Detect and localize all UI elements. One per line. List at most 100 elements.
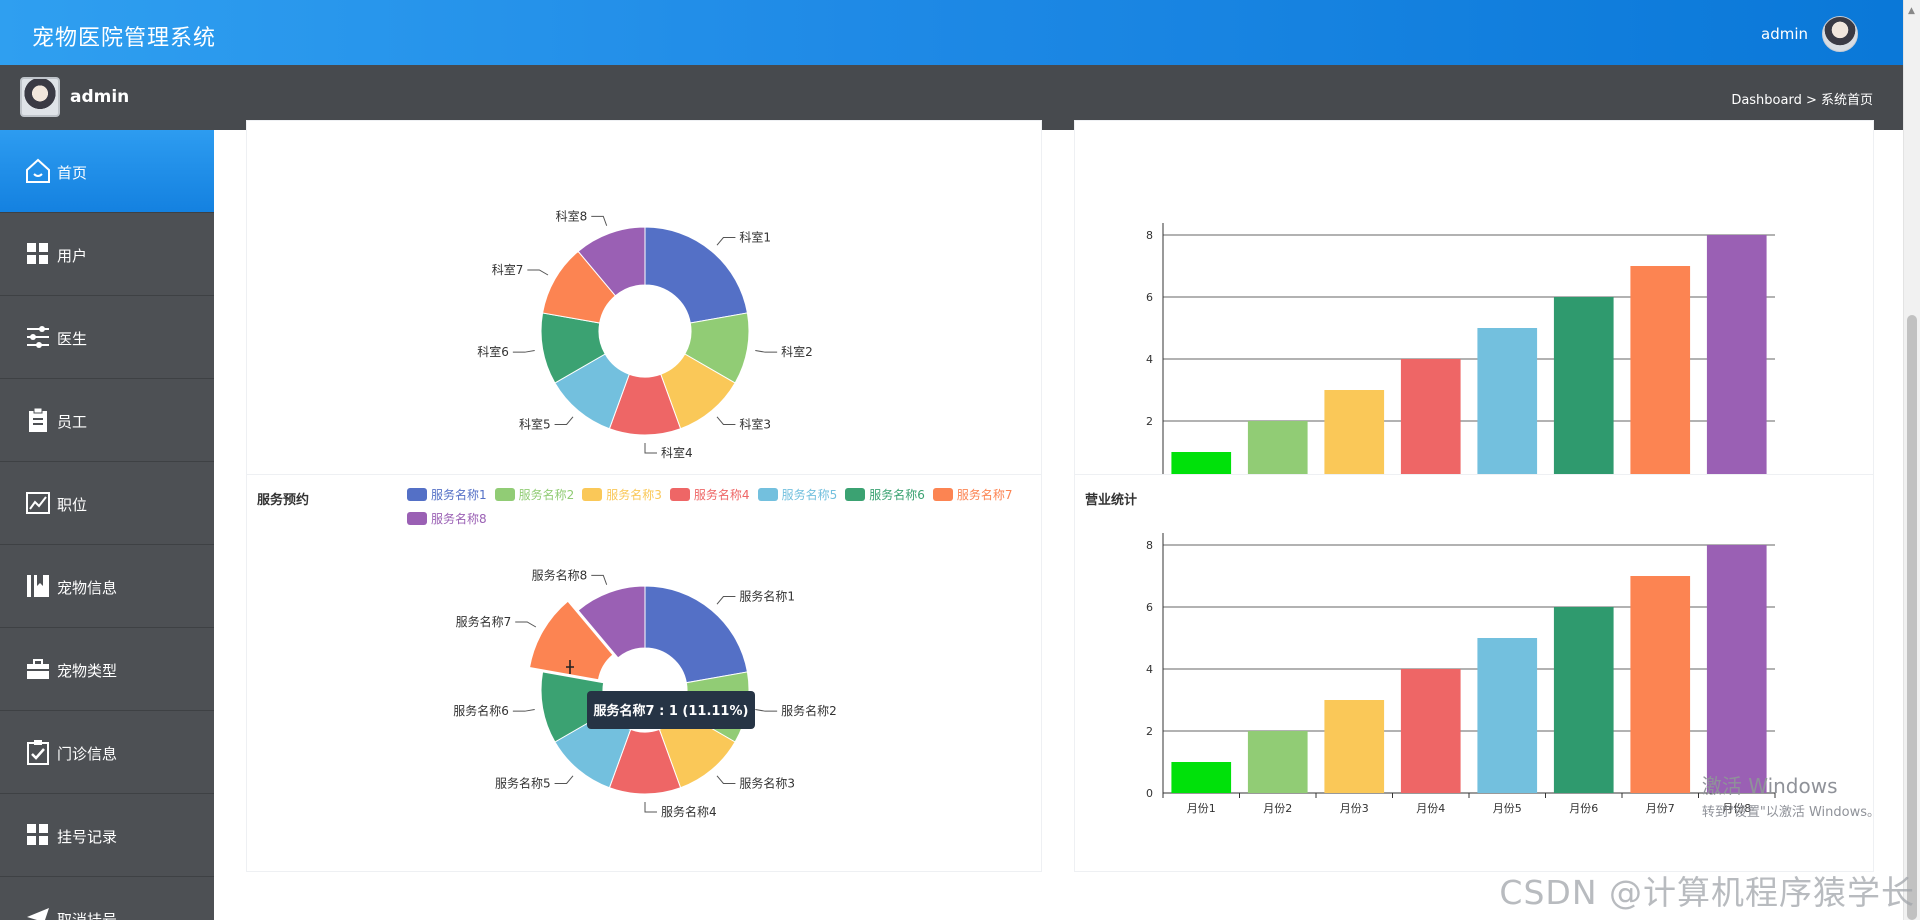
pie-label-line [716, 416, 736, 425]
pie-label: 服务名称7 [456, 614, 512, 629]
revenue-chart-title: 营业统计 [1085, 493, 1138, 508]
chart-tooltip [587, 691, 755, 729]
y-tick-label: 6 [1146, 291, 1153, 304]
bar[interactable] [1477, 638, 1538, 793]
sidebar-item-label: 门诊信息 [57, 745, 118, 763]
bar[interactable] [1630, 576, 1691, 793]
sidebar-item-registrations[interactable]: 挂号记录 [0, 794, 214, 877]
sidebar-item-home[interactable]: 首页 [0, 130, 214, 213]
bar[interactable] [1400, 359, 1461, 483]
scroll-thumb[interactable] [1907, 315, 1917, 920]
x-tick-label: 月份8 [1722, 802, 1751, 815]
y-tick-label: 8 [1146, 229, 1153, 242]
legend-item[interactable]: 服务名称3 [582, 483, 662, 507]
pie-label-line [527, 269, 549, 276]
legend-item[interactable]: 服务名称8 [407, 507, 487, 531]
bar[interactable] [1171, 762, 1232, 793]
pie-label: 科室6 [477, 344, 509, 359]
pie-label: 科室3 [739, 416, 771, 431]
y-tick-label: 2 [1146, 725, 1153, 738]
pie-label-line [591, 215, 608, 226]
sidebar-item-clinic-info[interactable]: 门诊信息 [0, 711, 214, 794]
y-tick-label: 4 [1146, 353, 1153, 366]
sidebar-item-positions[interactable]: 职位 [0, 462, 214, 545]
legend-swatch [845, 488, 866, 501]
top-header: 宠物医院管理系统 admin [0, 0, 1903, 65]
pie-label: 服务名称3 [739, 775, 795, 790]
legend-swatch [494, 488, 515, 501]
header-username[interactable]: admin [1761, 25, 1808, 43]
pie-label-line [716, 237, 736, 246]
revenue-bar-card: 营业统计 0 2 4 6 8 月份1 月份2 月份3 月份4 月份5 月份6 月份7 月份8 [1074, 474, 1874, 872]
pie-label: 科室1 [739, 230, 771, 245]
breadcrumb[interactable]: Dashboard > 系统首页 [1731, 93, 1873, 108]
pie-label-line [755, 349, 778, 353]
legend-swatch [932, 488, 953, 501]
legend-swatch [582, 488, 603, 501]
sidebar-item-users[interactable]: 用户 [0, 213, 214, 296]
pie-label: 科室4 [661, 445, 693, 460]
x-tick-label: 月份6 [1569, 802, 1598, 815]
x-tick-label: 月份4 [1416, 802, 1445, 815]
legend-swatch [669, 488, 690, 501]
x-tick-label: 月份1 [1187, 802, 1216, 815]
legend-item[interactable]: 服务名称6 [845, 483, 925, 507]
bar[interactable] [1553, 607, 1614, 793]
bar[interactable] [1477, 328, 1538, 483]
bar[interactable] [1706, 545, 1767, 793]
sidebar-item-label: 医生 [57, 330, 88, 348]
bar[interactable] [1324, 700, 1385, 793]
header-avatar[interactable] [1822, 16, 1858, 52]
legend-item[interactable]: 服务名称5 [757, 483, 838, 507]
pie-label: 服务名称8 [532, 567, 588, 582]
legend-swatch [407, 512, 427, 525]
pie-slice[interactable] [528, 600, 614, 681]
pie-label: 科室5 [519, 416, 551, 431]
page-scrollbar[interactable]: ▲ [1903, 0, 1920, 920]
bar[interactable] [1324, 390, 1385, 483]
line-chart-icon [26, 492, 50, 514]
legend-item[interactable]: 服务名称4 [669, 483, 750, 507]
pie-label-line [512, 708, 535, 712]
service-legend: 服务名称1 服务名称2 服务名称3 服务名称4 服务名称5 服务名称6 服务名称7 服务名称8 [407, 483, 1047, 531]
sidebar-item-label: 取消挂号 [57, 911, 118, 920]
pie-label: 科室2 [781, 344, 813, 359]
bar[interactable] [1706, 235, 1767, 483]
y-tick-label: 4 [1146, 663, 1153, 676]
sidebar-item-cancel-registration[interactable]: 取消挂号 [0, 877, 214, 920]
legend-label: 服务名称5 [781, 488, 838, 502]
legend-item[interactable]: 服务名称1 [407, 483, 487, 507]
scroll-up-icon[interactable]: ▲ [1908, 6, 1915, 16]
x-tick-label: 月份3 [1340, 802, 1369, 815]
legend-label: 服务名称3 [606, 488, 662, 502]
sidebar-item-staff[interactable]: 员工 [0, 379, 214, 462]
pie-slice[interactable] [577, 226, 646, 297]
bar[interactable] [1400, 669, 1461, 793]
pie-label: 科室7 [492, 262, 524, 277]
bar[interactable] [1553, 297, 1614, 483]
pie-label: 服务名称6 [453, 703, 509, 718]
x-tick-label: 月份2 [1263, 802, 1292, 815]
bar[interactable] [1247, 421, 1308, 483]
pie-label-line [644, 443, 657, 454]
legend-swatch [407, 488, 427, 501]
sidebar-item-doctors[interactable]: 医生 [0, 296, 214, 379]
bar[interactable] [1630, 266, 1691, 483]
pie-slice[interactable] [577, 585, 646, 659]
tooltip-text: 服务名称7 : 1 (11.11%) [594, 703, 749, 719]
legend-item[interactable]: 服务名称7 [932, 483, 1013, 507]
pie-slice[interactable] [644, 585, 748, 684]
pie-label: 服务名称4 [661, 804, 717, 819]
sub-header: admin Dashboard > 系统首页 [0, 65, 1903, 130]
y-tick-label: 8 [1146, 539, 1153, 552]
x-tick-label: 月份5 [1493, 802, 1522, 815]
legend-label: 服务名称7 [956, 488, 1013, 502]
legend-item[interactable]: 服务名称2 [494, 483, 574, 507]
service-chart-title: 服务预约 [257, 493, 310, 508]
bar[interactable] [1247, 731, 1308, 793]
pie-slice[interactable] [644, 226, 748, 324]
sidebar-item-pet-types[interactable]: 宠物类型 [0, 628, 214, 711]
service-pie-card: 服务预约 服务名称1 服务名称2 服务名称3 服务名称4 服务名称5 服务名称6 服务名称7… [246, 474, 1042, 872]
app-title: 宠物医院管理系统 [32, 26, 217, 51]
sidebar-item-pet-info[interactable]: 宠物信息 [0, 545, 214, 628]
